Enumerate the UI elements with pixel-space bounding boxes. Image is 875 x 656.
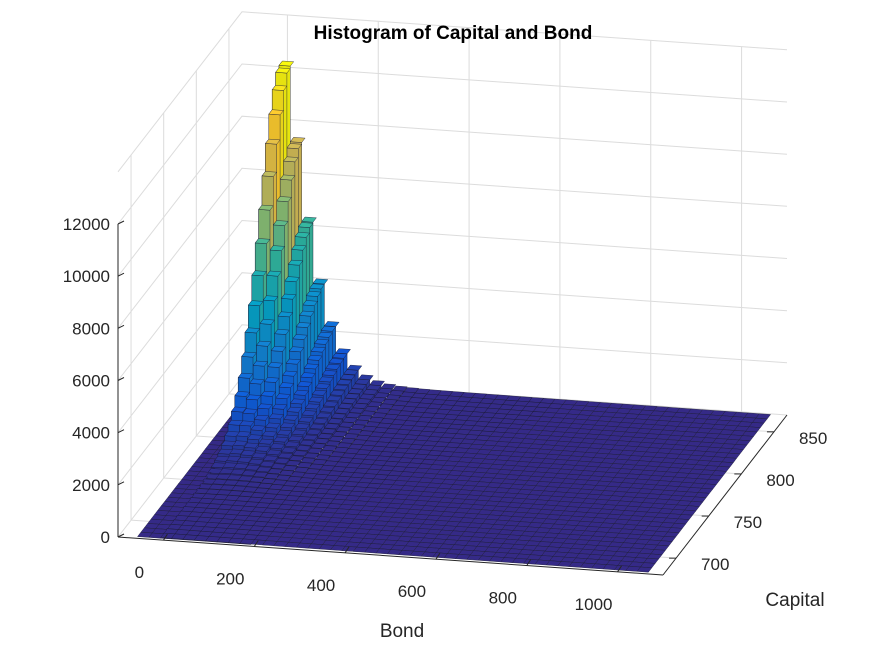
z-tick-label: 2000 (72, 476, 110, 495)
gridline-z (117, 115, 788, 277)
z-tick (117, 324, 125, 329)
gridline-z (117, 63, 788, 225)
gridline-z (117, 272, 788, 434)
histogram-bar (137, 531, 153, 538)
x-tick-label: 400 (307, 576, 335, 595)
z-tick (117, 220, 125, 225)
y-tick-label: 800 (766, 471, 794, 490)
x-axis-label: Bond (380, 621, 424, 642)
x-tick (526, 559, 532, 566)
x-tick-label: 200 (216, 570, 244, 589)
y-axis-line (662, 414, 788, 576)
z-tick (117, 377, 125, 381)
z-tick-label: 8000 (72, 319, 110, 338)
x-tick-label: 600 (398, 582, 426, 601)
axes: 0 2000 4000 6000 8000 10000 12000 0 200 400 600 800… (63, 215, 828, 614)
gridline-z (117, 11, 788, 173)
gridline-z (117, 219, 788, 381)
y-tick-label: 850 (799, 429, 827, 448)
histogram-bars (137, 60, 771, 573)
y-tick-label: 700 (701, 555, 729, 574)
z-tick-label: 6000 (72, 372, 110, 391)
z-tick (117, 429, 125, 434)
gridline-z (117, 324, 788, 486)
z-tick (117, 272, 125, 277)
z-tick-label: 0 (101, 528, 110, 547)
z-tick (117, 533, 125, 538)
x-tick (617, 565, 622, 573)
x-tick (163, 533, 168, 541)
x-tick-label: 800 (489, 589, 517, 608)
x-tick (435, 552, 441, 560)
gridline-z (117, 167, 788, 329)
x-axis-line (117, 536, 664, 576)
x-tick (344, 546, 350, 554)
histogram-bar (205, 535, 221, 543)
z-tick-label: 4000 (72, 424, 110, 443)
z-tick-label: 10000 (63, 267, 110, 286)
y-axis-label: Capital (765, 590, 824, 611)
x-tick (253, 540, 259, 547)
x-tick-label: 0 (135, 563, 144, 582)
z-tick-label: 12000 (63, 215, 110, 234)
x-tick-label: 1000 (575, 595, 613, 614)
y-tick-label: 750 (734, 513, 762, 532)
chart-title: Histogram of Capital and Bond (314, 23, 593, 44)
z-tick (117, 481, 125, 486)
